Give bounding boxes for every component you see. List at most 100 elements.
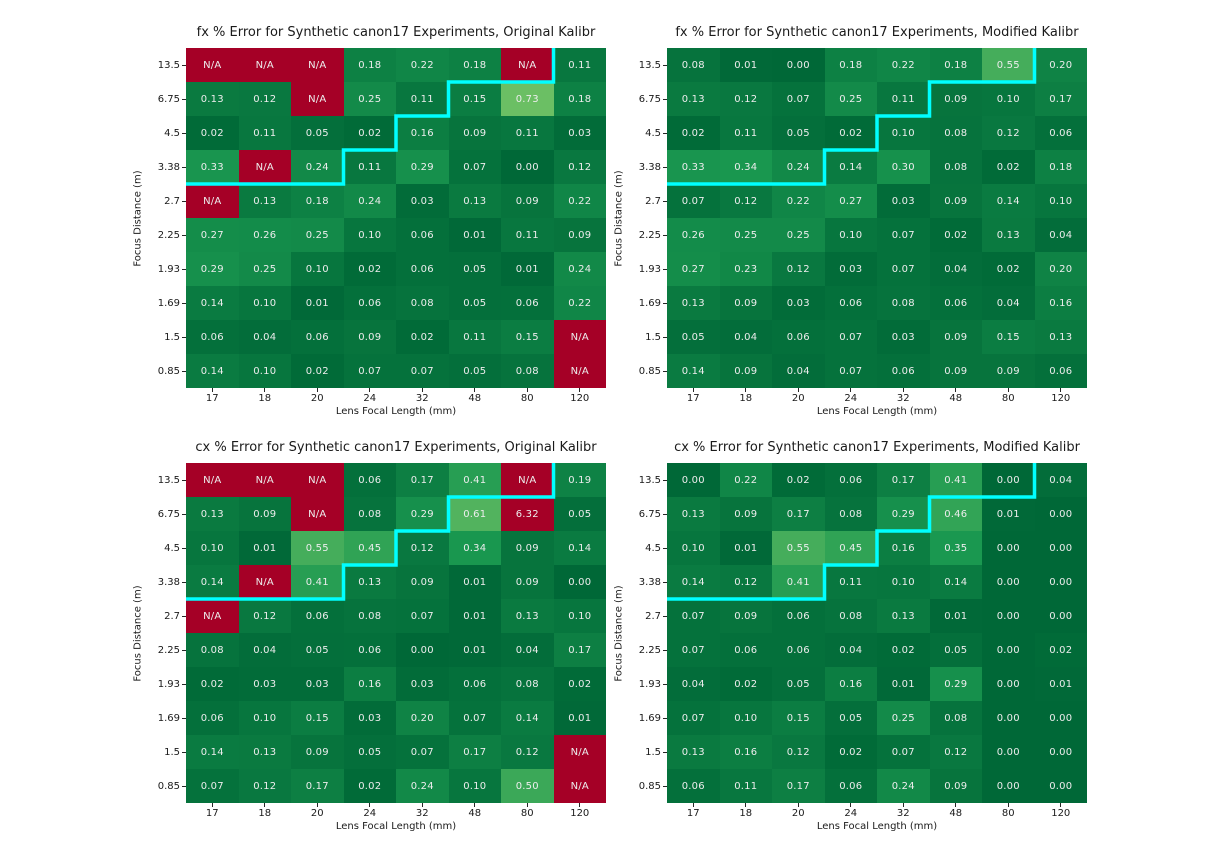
x-tick-mark [211,803,213,807]
heatmap-cell: 0.27 [824,184,877,218]
heatmap-cell: 0.10 [719,701,772,735]
heatmap-cell: 0.12 [719,565,772,599]
heatmap-cell: 0.00 [982,769,1035,803]
y-tick-label: 1.5 [146,735,186,769]
x-tick-label: 18 [720,803,773,820]
x-tick-label: 17 [667,803,720,820]
heatmap-cell: 0.05 [553,497,606,531]
heatmap-cell: 0.13 [667,286,720,320]
heatmap-cell: N/A [186,184,239,218]
x-tick-label: 48 [449,388,502,405]
x-tick-label: 18 [720,388,773,405]
x-tick-mark [264,388,266,392]
heatmap-cell: 0.13 [448,184,501,218]
heatmap-cell: 0.34 [719,150,772,184]
heatmap-cell: 0.08 [396,286,449,320]
heatmap-cell: 0.18 [824,48,877,82]
heatmap-cell: 0.07 [877,252,930,286]
heatmap-cell: N/A [553,354,606,388]
heatmap-cell: N/A [553,735,606,769]
heatmap-cell: 0.18 [448,48,501,82]
heatmap-grid: N/A N/A N/A 0.18 0.22 0.18 N/A 0.11 0.13 0.12 N/A 0… [186,48,606,388]
x-tick-mark [316,388,318,392]
heatmap-cell: 0.07 [667,701,720,735]
heatmap-cell: 0.09 [719,286,772,320]
heatmap-cell: 0.09 [929,82,982,116]
heatmap-cell: 0.29 [396,150,449,184]
y-tick-label: 13.5 [627,463,667,497]
heatmap-cell: 0.01 [1034,667,1087,701]
heatmap-cell: 0.11 [501,218,554,252]
heatmap-cell: 0.09 [291,735,344,769]
heatmap-cell: 0.07 [824,354,877,388]
y-tick-label: 6.75 [627,82,667,116]
heatmap-cell: 0.18 [929,48,982,82]
heatmap-cell: 0.00 [553,565,606,599]
heatmap-cell: 0.09 [396,565,449,599]
y-tick-mark [182,717,186,719]
heatmap-cell: 0.07 [343,354,396,388]
x-tick-label: 120 [1035,803,1088,820]
y-tick-label: 1.5 [146,320,186,354]
heatmap-cell: 0.02 [982,252,1035,286]
x-tick-mark [797,803,799,807]
y-tick-mark [663,98,667,100]
heatmap-cell: 0.00 [982,701,1035,735]
heatmap-cell: 0.07 [396,354,449,388]
heatmap-cell: 0.02 [929,218,982,252]
heatmap-cell: N/A [238,48,291,82]
heatmap-cell: 0.13 [667,735,720,769]
heatmap-cell: 0.02 [1034,633,1087,667]
heatmap-cell: N/A [291,497,344,531]
y-tick-label: 1.69 [146,701,186,735]
heatmap-cell: 0.13 [238,735,291,769]
x-tick-mark [1007,388,1009,392]
heatmap-cell: 0.05 [448,252,501,286]
heatmap-cell: 0.41 [448,463,501,497]
x-tick-mark [316,803,318,807]
heatmap-cell: 0.20 [1034,252,1087,286]
heatmap-cell: 0.01 [448,599,501,633]
y-tick-mark [663,547,667,549]
y-tick-label: 1.93 [146,252,186,286]
y-tick-label: 1.5 [627,320,667,354]
y-tick-mark [182,479,186,481]
y-tick-mark [182,234,186,236]
y-tick-label: 1.5 [627,735,667,769]
x-tick-mark [850,803,852,807]
heatmap-cell: 0.07 [667,633,720,667]
y-tick-mark [663,581,667,583]
heatmap-cell: 0.02 [343,252,396,286]
heatmap-cell: 0.09 [929,320,982,354]
x-tick-label: 17 [186,388,239,405]
x-tick-mark [264,803,266,807]
heatmap-cell: 0.13 [667,497,720,531]
heatmap-cell: 0.12 [982,116,1035,150]
heatmap-cell: 0.17 [291,769,344,803]
heatmap-cell: 0.07 [396,599,449,633]
y-tick-mark [182,370,186,372]
heatmap-cell: 0.26 [238,218,291,252]
heatmap-cell: 6.32 [501,497,554,531]
x-tick-mark [797,388,799,392]
heatmap-cell: 0.25 [824,82,877,116]
heatmap-cell: 0.18 [343,48,396,82]
heatmap-cell: 0.15 [772,701,825,735]
heatmap-cell: 0.55 [982,48,1035,82]
heatmap-cell: 0.02 [186,116,239,150]
y-tick-label: 13.5 [146,463,186,497]
heatmap-cell: 0.13 [982,218,1035,252]
heatmap-cell: 0.06 [772,633,825,667]
heatmap-cell: 0.06 [772,599,825,633]
heatmap-cell: 0.11 [396,82,449,116]
y-tick-label: 1.69 [627,701,667,735]
heatmap-cell: 0.34 [448,531,501,565]
x-tick-label: 120 [1035,388,1088,405]
heatmap-cell: 0.02 [553,667,606,701]
heatmap-cell: 0.11 [824,565,877,599]
chart-title: fx % Error for Synthetic canon17 Experim… [196,25,596,40]
y-tick-label: 3.38 [146,565,186,599]
heatmap-cell: 0.09 [501,531,554,565]
heatmap-cell: 0.05 [291,116,344,150]
heatmap-cell: 0.24 [553,252,606,286]
